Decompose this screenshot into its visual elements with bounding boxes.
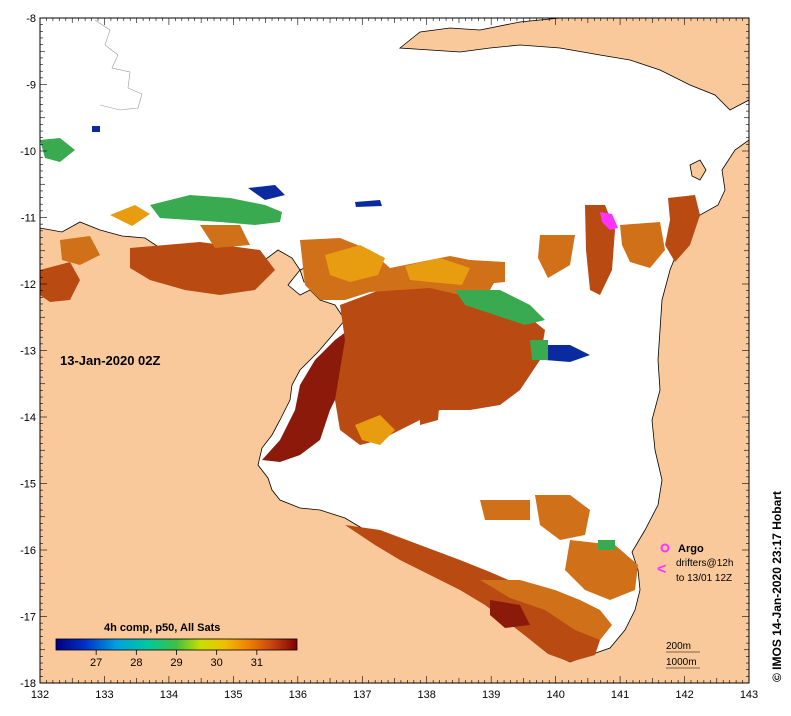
- depth-label-200m: 200m: [666, 641, 691, 652]
- coastline-thin: [94, 19, 143, 111]
- legend: Argo < drifters@12h to 13/01 12Z: [657, 543, 733, 584]
- x-tick-label: 136: [289, 689, 307, 701]
- drifter-icon: <: [657, 561, 666, 578]
- x-tick-label: 137: [353, 689, 371, 701]
- y-tick-label: -18: [20, 678, 36, 690]
- x-tick-label: 138: [418, 689, 436, 701]
- argo-icon: [660, 543, 670, 553]
- y-tick-label: -15: [20, 479, 36, 491]
- depth-label-1000m: 1000m: [666, 657, 697, 668]
- legend-drifter-line1: drifters@12h: [676, 558, 733, 569]
- timestamp-label: 13-Jan-2020 02Z: [60, 353, 161, 368]
- colorbar-tick-label: 31: [251, 657, 263, 669]
- x-axis: 132 133 134 135 136 137 138 139 140 141 142 143: [31, 18, 758, 701]
- colorbar-title: 4h comp, p50, All Sats: [104, 622, 220, 634]
- colorbar-tick-label: 29: [170, 657, 182, 669]
- colorbar-tick-label: 30: [211, 657, 223, 669]
- credit-label: © IMOS 14-Jan-2020 23:17 Hobart: [770, 491, 784, 682]
- y-tick-label: -17: [20, 612, 36, 624]
- x-tick-label: 141: [611, 689, 629, 701]
- legend-drifter-line2: to 13/01 12Z: [676, 573, 732, 584]
- colorbar-gradient: [55, 638, 298, 651]
- x-tick-label: 142: [675, 689, 693, 701]
- sst-data: [40, 126, 700, 662]
- y-tick-label: -10: [20, 146, 36, 158]
- y-tick-label: -13: [20, 346, 36, 358]
- x-tick-label: 143: [740, 689, 758, 701]
- colorbar: 4h comp, p50, All Sats 27 28 29 30 31: [55, 622, 298, 669]
- y-tick-label: -11: [21, 213, 36, 225]
- y-tick-label: -14: [20, 412, 36, 424]
- y-axis: -8 -9 -10 -11 -12 -13 -14 -15 -16 -17 -18: [20, 13, 749, 690]
- x-tick-label: 132: [31, 689, 49, 701]
- colorbar-tick-label: 27: [90, 657, 102, 669]
- x-tick-label: 133: [95, 689, 113, 701]
- depth-legend: 200m 1000m: [666, 641, 700, 669]
- x-tick-label: 135: [224, 689, 242, 701]
- y-tick-label: -12: [20, 279, 36, 291]
- y-tick-label: -9: [26, 80, 36, 92]
- y-tick-label: -8: [26, 13, 36, 25]
- x-tick-label: 139: [482, 689, 500, 701]
- y-tick-label: -16: [20, 545, 36, 557]
- x-tick-label: 140: [546, 689, 564, 701]
- legend-argo-label: Argo: [678, 543, 704, 555]
- x-tick-label: 134: [160, 689, 178, 701]
- colorbar-tick-label: 28: [130, 657, 142, 669]
